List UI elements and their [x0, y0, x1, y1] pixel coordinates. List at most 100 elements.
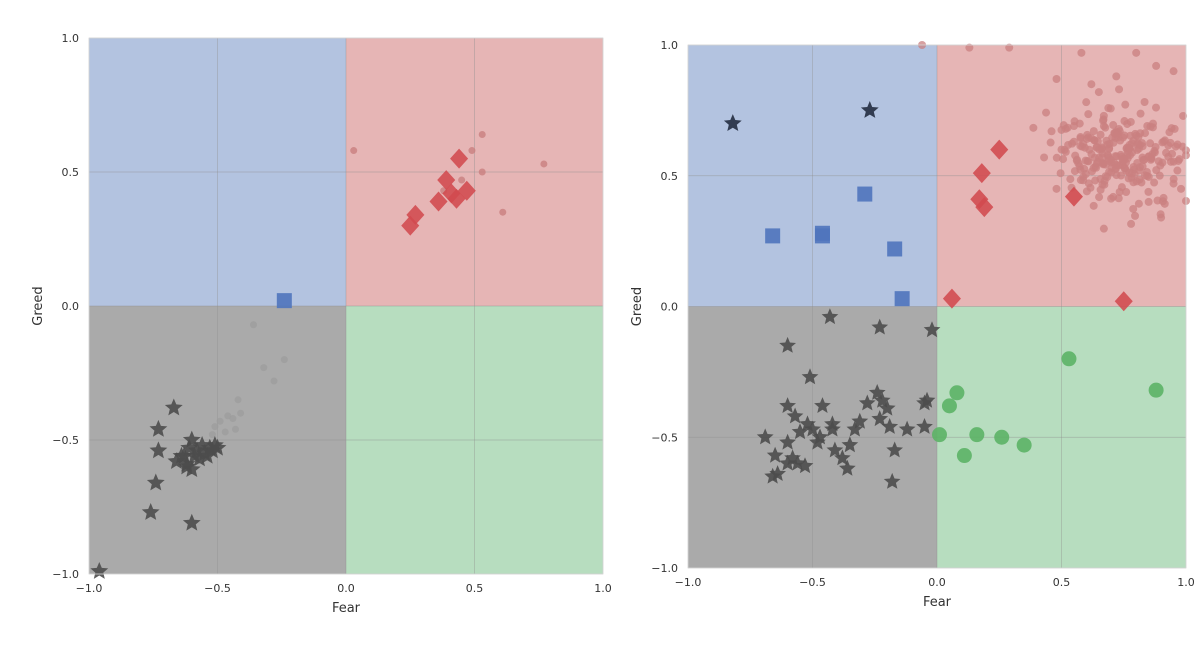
data-point [229, 415, 237, 423]
data-point [1089, 127, 1098, 136]
data-point [1166, 157, 1175, 166]
data-point [1169, 67, 1178, 76]
data-point [918, 391, 936, 408]
data-point [1153, 196, 1162, 205]
data-point [1092, 163, 1101, 172]
data-point [883, 472, 901, 489]
data-point [234, 396, 242, 404]
x-tick-label: 0.0 [337, 582, 355, 595]
data-point [216, 417, 224, 425]
data-point [1169, 179, 1178, 188]
data-point [723, 114, 742, 131]
data-point [1074, 159, 1083, 168]
series-light-red-points [350, 130, 548, 216]
data-point [796, 457, 814, 474]
data-point [141, 503, 160, 520]
data-point [969, 427, 985, 443]
data-point [916, 418, 933, 434]
data-point [871, 318, 889, 335]
data-point [1056, 169, 1065, 178]
data-point [1133, 146, 1142, 155]
data-point [1123, 119, 1132, 128]
y-tick-label: 1.0 [62, 32, 80, 45]
data-point [931, 427, 947, 443]
data-point [1173, 166, 1182, 175]
data-point [779, 454, 796, 471]
data-point [1112, 72, 1121, 81]
data-point [1094, 88, 1103, 97]
data-point [203, 441, 222, 459]
data-point [1101, 123, 1110, 132]
data-point [1114, 291, 1133, 312]
x-tick-label: 0.5 [1053, 576, 1071, 589]
series-dark-stars [756, 308, 941, 489]
y-tick-label: −1.0 [651, 562, 678, 575]
data-point [1177, 184, 1186, 193]
data-point [276, 293, 292, 309]
series-blue-squares [276, 293, 292, 309]
data-point [1101, 172, 1110, 181]
series-blue-squares [765, 186, 910, 307]
data-point [468, 147, 476, 155]
data-point [942, 288, 961, 309]
data-point [809, 433, 826, 450]
data-point [1144, 187, 1153, 196]
data-point [894, 291, 910, 307]
data-point [1016, 437, 1032, 453]
x-tick-label: −0.5 [204, 582, 231, 595]
data-point [231, 425, 239, 433]
data-point [1164, 141, 1173, 150]
data-point [280, 356, 288, 364]
data-point [871, 410, 889, 427]
x-tick-label: 0.5 [466, 582, 484, 595]
y-axis-label: Greed [630, 287, 645, 326]
data-point [1069, 137, 1078, 146]
data-point [826, 441, 844, 458]
data-point [779, 397, 796, 413]
data-point [1057, 145, 1066, 154]
data-point [1098, 153, 1107, 162]
series-light-red-cloud [918, 41, 1190, 233]
data-point [1115, 85, 1124, 94]
data-point [1079, 176, 1088, 185]
y-tick-label: −0.5 [52, 434, 79, 447]
y-tick-label: −1.0 [52, 568, 79, 581]
data-point [350, 147, 358, 155]
data-point [878, 399, 896, 416]
data-point [1059, 121, 1068, 130]
data-point [766, 446, 784, 463]
data-point [1064, 140, 1073, 149]
y-tick-label: 0.0 [661, 301, 679, 314]
data-point [1099, 116, 1108, 125]
data-point [1149, 119, 1158, 128]
data-point [1052, 153, 1061, 162]
data-point [1127, 219, 1136, 228]
data-point [764, 467, 781, 484]
data-point [1125, 140, 1134, 149]
data-point [860, 101, 879, 118]
x-tick-label: 1.0 [594, 582, 612, 595]
data-point [208, 431, 216, 439]
y-tick-label: 0.0 [62, 300, 80, 313]
data-point [1069, 122, 1078, 131]
data-point [1129, 204, 1138, 213]
y-axis-label: Greed [31, 286, 46, 325]
data-point [146, 473, 165, 491]
data-point [458, 176, 466, 184]
data-point [260, 364, 268, 372]
data-point [1179, 111, 1188, 120]
data-point [1052, 184, 1061, 193]
data-point [180, 438, 199, 456]
y-tick-label: 0.5 [661, 170, 679, 183]
data-point [1144, 152, 1153, 161]
data-point [1095, 193, 1104, 202]
data-point [1132, 48, 1141, 57]
data-point [972, 163, 991, 184]
data-point [270, 377, 278, 385]
data-point [1101, 160, 1110, 169]
data-point [1136, 109, 1145, 118]
data-point [814, 397, 831, 413]
data-point [1114, 194, 1123, 203]
right-scatter-chart: −1.0 −0.5 0.0 0.5 1.0 −1.0 −0.5 0.0 0.5 1.0 Fear Gr… [630, 39, 1195, 610]
data-point [786, 407, 804, 424]
